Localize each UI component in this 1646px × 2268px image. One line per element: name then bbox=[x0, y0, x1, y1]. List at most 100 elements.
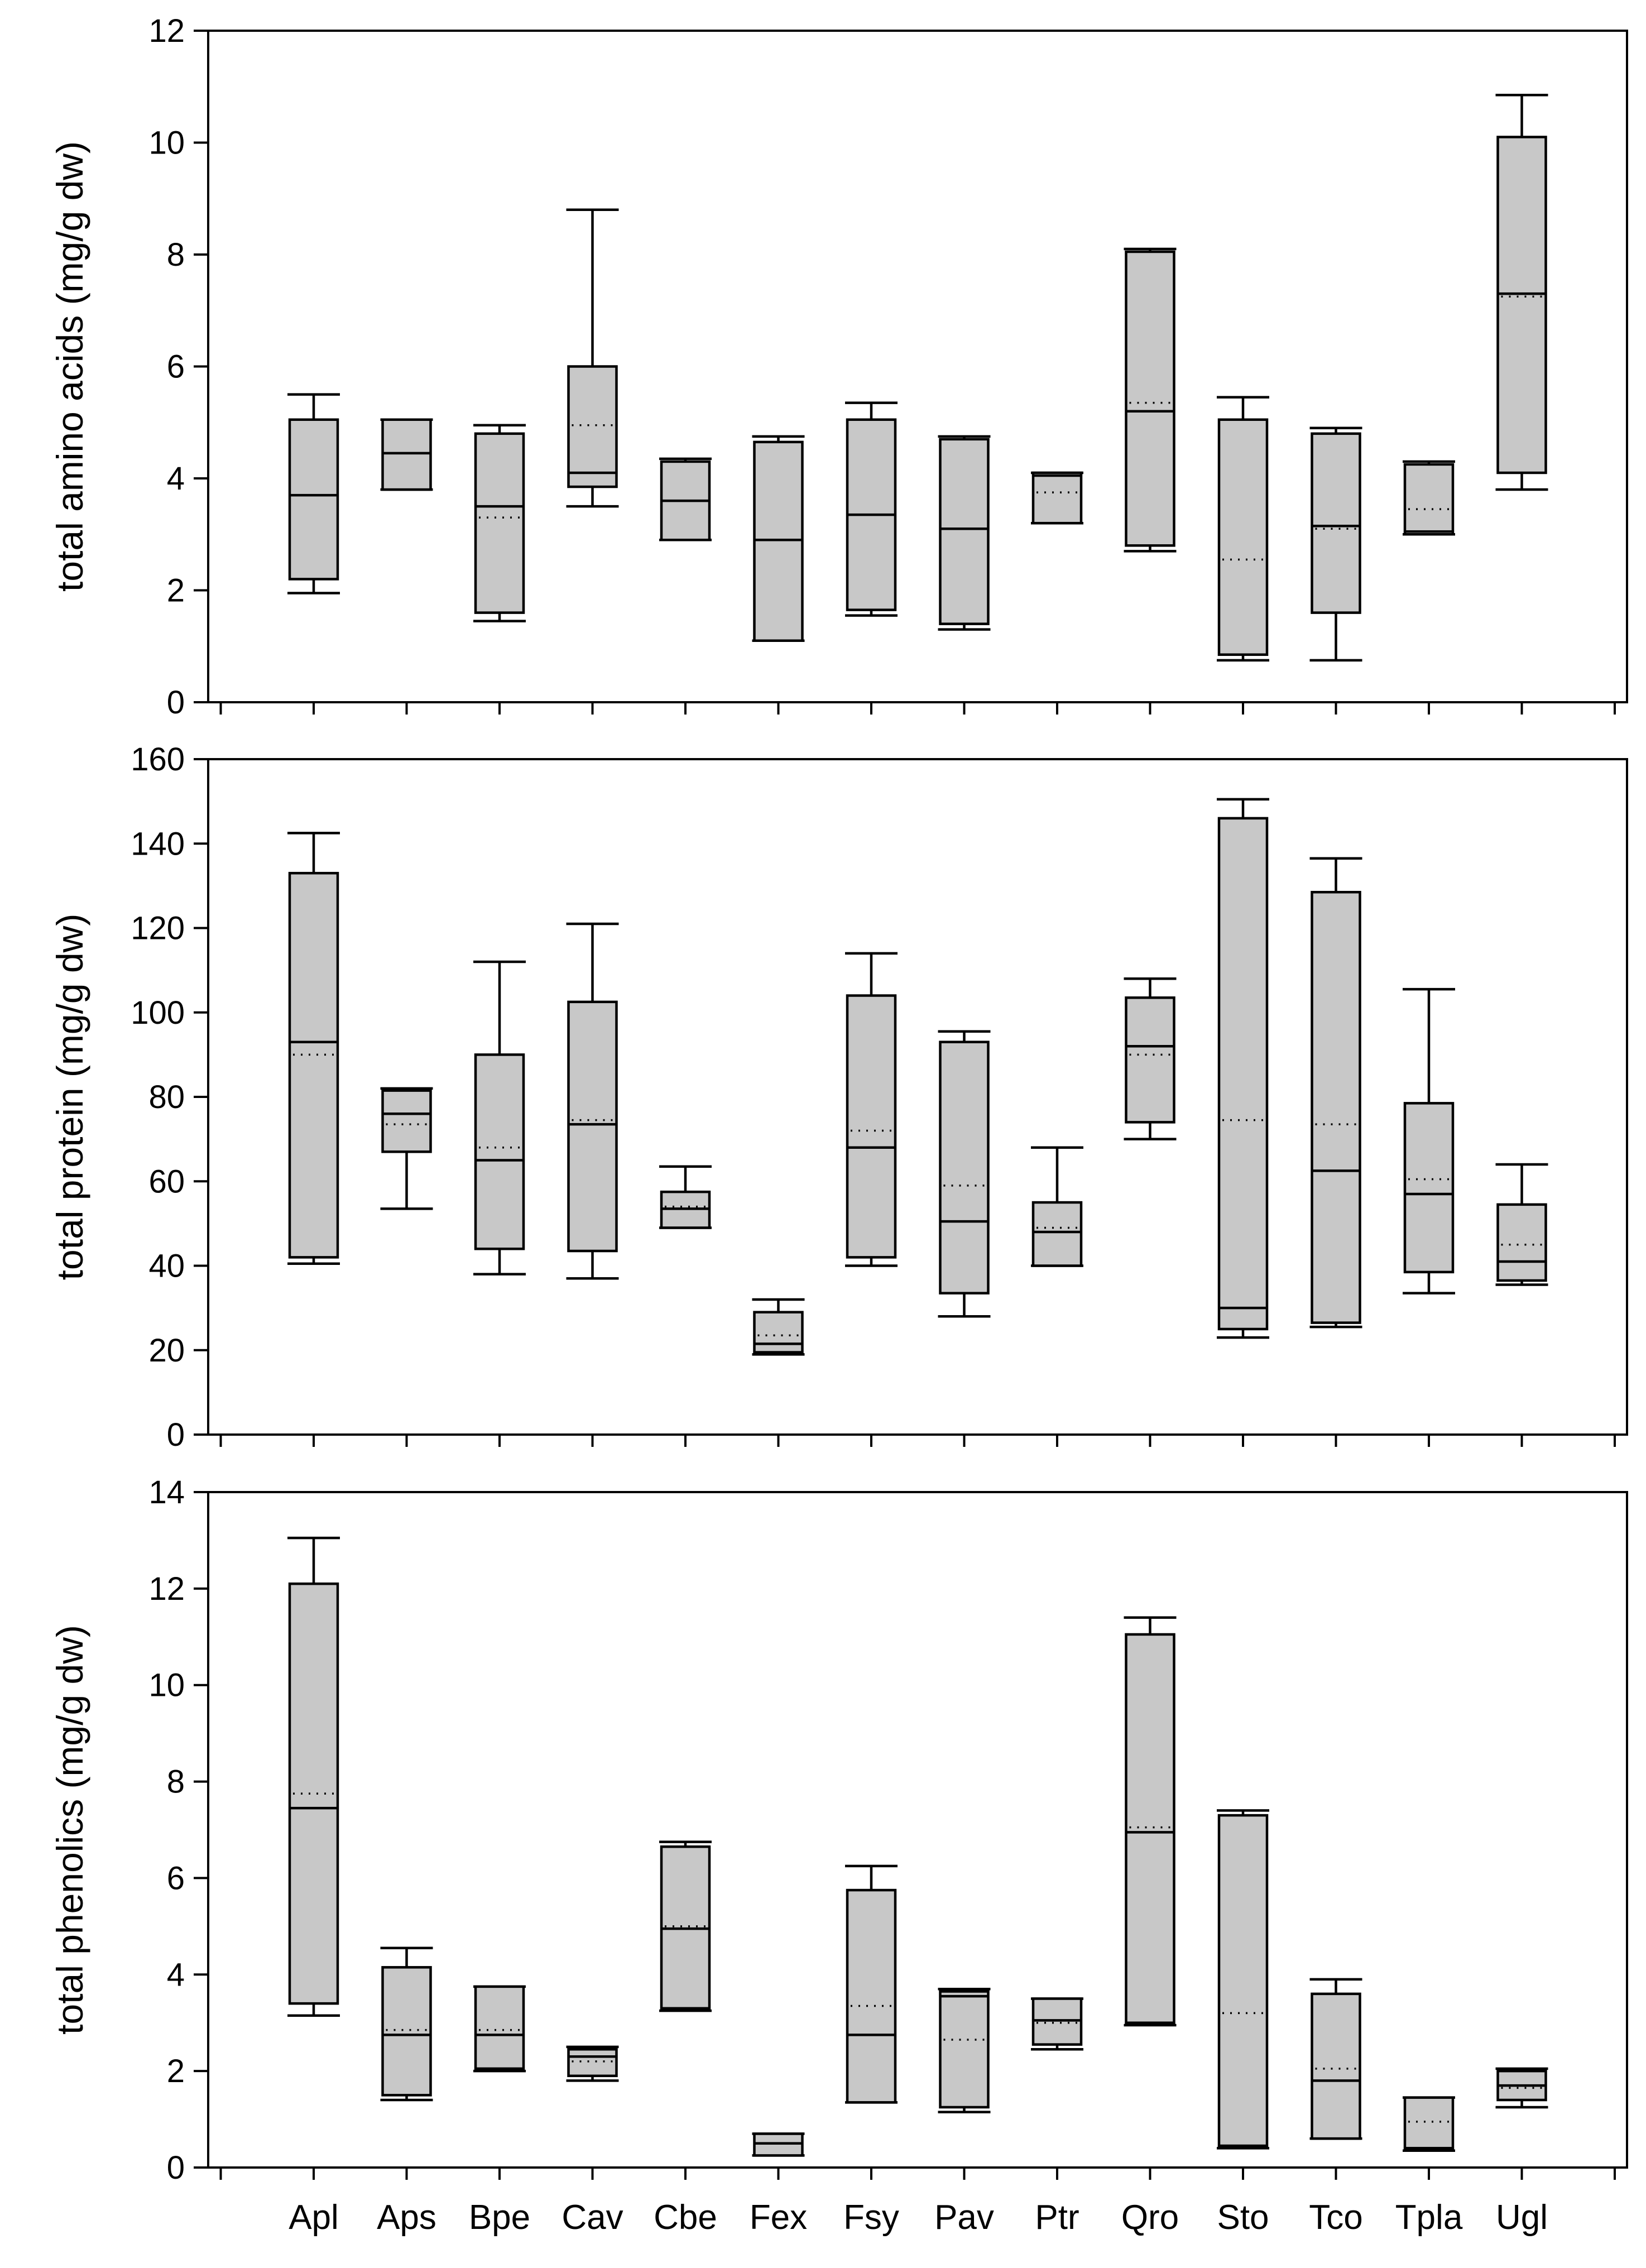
iqr-box bbox=[567, 365, 618, 488]
box-Tpla bbox=[1403, 2096, 1455, 2152]
x-tick-label: Qro bbox=[1121, 2198, 1179, 2237]
box-Tpla bbox=[1403, 460, 1455, 536]
box-Aps bbox=[380, 418, 433, 491]
iqr-box bbox=[1125, 250, 1175, 547]
box-Cbe bbox=[659, 1165, 712, 1229]
x-tick-label: Cbe bbox=[654, 2198, 717, 2237]
box-Ptr bbox=[1031, 471, 1083, 525]
box-Cbe bbox=[659, 1840, 712, 2012]
box-Cav bbox=[566, 922, 619, 1280]
iqr-box bbox=[567, 1000, 618, 1253]
iqr-box bbox=[1311, 1992, 1361, 2140]
box-Tco bbox=[1309, 426, 1362, 662]
y-tick-label: 6 bbox=[167, 349, 185, 385]
box-Fsy bbox=[845, 1864, 898, 2104]
iqr-box bbox=[939, 438, 990, 625]
x-tick-label: Fex bbox=[750, 2198, 807, 2237]
box-Ugl bbox=[1495, 1163, 1548, 1286]
y-tick-label: 12 bbox=[148, 13, 185, 49]
y-tick-label: 120 bbox=[131, 910, 185, 947]
box-Sto bbox=[1217, 396, 1269, 662]
iqr-box bbox=[846, 994, 897, 1259]
iqr-box bbox=[288, 418, 339, 581]
box-Cav bbox=[566, 2045, 619, 2082]
box-Tco bbox=[1309, 1978, 1362, 2140]
x-tick-label: Fsy bbox=[843, 2198, 899, 2237]
y-tick-label: 4 bbox=[167, 461, 185, 497]
iqr-box bbox=[1125, 1633, 1175, 2024]
iqr-box bbox=[1403, 1102, 1455, 1274]
iqr-box bbox=[381, 418, 432, 491]
box-Fsy bbox=[845, 401, 898, 617]
plot-frame bbox=[207, 1491, 1628, 2169]
x-tick-label: Ptr bbox=[1035, 2198, 1079, 2237]
y-tick-label: 6 bbox=[167, 1860, 185, 1896]
x-tick-label: Tpla bbox=[1395, 2198, 1463, 2237]
box-Pav bbox=[938, 435, 991, 631]
iqr-box bbox=[1496, 1203, 1547, 1282]
y-axis-label: total amino acids (mg/g dw) bbox=[49, 141, 90, 592]
y-tick-label: 10 bbox=[148, 1667, 185, 1704]
box-Tco bbox=[1309, 857, 1362, 1329]
y-tick-label: 2 bbox=[167, 573, 185, 609]
iqr-box bbox=[939, 1041, 990, 1294]
box-Fsy bbox=[845, 952, 898, 1267]
y-tick-label: 0 bbox=[167, 1417, 185, 1453]
x-tick-label: Tco bbox=[1309, 2198, 1362, 2237]
box-Ptr bbox=[1031, 1146, 1083, 1267]
y-tick-label: 0 bbox=[167, 2150, 185, 2186]
y-tick-label: 8 bbox=[167, 237, 185, 273]
box-Bpe bbox=[473, 1985, 526, 2073]
y-axis-label: total protein (mg/g dw) bbox=[49, 914, 90, 1281]
iqr-box bbox=[474, 432, 525, 614]
box-Apl bbox=[287, 832, 340, 1265]
iqr-box bbox=[1403, 463, 1455, 536]
iqr-box bbox=[1217, 1814, 1269, 2147]
panel-middle: 0 20 40 60 80 100 120 140 160 total protein (mg/g… bbox=[49, 741, 1628, 1453]
box-Sto bbox=[1217, 1809, 1269, 2150]
y-tick-label: 100 bbox=[131, 995, 185, 1031]
iqr-box bbox=[1311, 890, 1361, 1324]
x-tick-label: Bpe bbox=[469, 2198, 530, 2237]
box-Qro bbox=[1124, 247, 1177, 553]
box-Ugl bbox=[1495, 2067, 1548, 2109]
box-Fex bbox=[752, 1298, 805, 1356]
y-tick-label: 160 bbox=[131, 741, 185, 778]
iqr-box bbox=[381, 1089, 432, 1153]
box-Cav bbox=[566, 208, 619, 508]
x-tick-label: Apl bbox=[289, 2198, 339, 2237]
box-Cbe bbox=[659, 457, 712, 541]
box-Bpe bbox=[473, 424, 526, 622]
x-tick-label: Aps bbox=[377, 2198, 436, 2237]
iqr-box bbox=[1125, 996, 1175, 1124]
y-tick-label: 12 bbox=[148, 1571, 185, 1607]
iqr-box bbox=[474, 1985, 525, 2070]
box-Fex bbox=[752, 2132, 805, 2157]
iqr-box bbox=[1403, 2096, 1455, 2150]
box-Apl bbox=[287, 1536, 340, 2017]
panel-bottom: 0 2 4 6 8 10 12 14 total phenolics (mg/g dw) Apl A… bbox=[49, 1474, 1628, 2237]
x-tick-label: Pav bbox=[934, 2198, 994, 2237]
iqr-box bbox=[1217, 418, 1269, 656]
y-tick-label: 10 bbox=[148, 125, 185, 161]
y-tick-label: 80 bbox=[148, 1079, 185, 1115]
iqr-box bbox=[1031, 471, 1083, 525]
iqr-box bbox=[381, 1966, 432, 2097]
iqr-box bbox=[753, 1311, 804, 1354]
box-Apl bbox=[287, 393, 340, 594]
iqr-box bbox=[567, 2048, 618, 2078]
box-Bpe bbox=[473, 960, 526, 1276]
box-Fex bbox=[752, 435, 805, 642]
iqr-box bbox=[288, 1582, 339, 2005]
box-Qro bbox=[1124, 1616, 1177, 2027]
box-Ugl bbox=[1495, 94, 1548, 491]
iqr-box bbox=[753, 440, 804, 642]
box-Aps bbox=[380, 1087, 433, 1210]
box-Sto bbox=[1217, 798, 1269, 1339]
iqr-box bbox=[474, 1053, 525, 1250]
iqr-box bbox=[288, 871, 339, 1259]
x-tick-label: Cav bbox=[562, 2198, 623, 2237]
box-Aps bbox=[380, 1946, 433, 2102]
